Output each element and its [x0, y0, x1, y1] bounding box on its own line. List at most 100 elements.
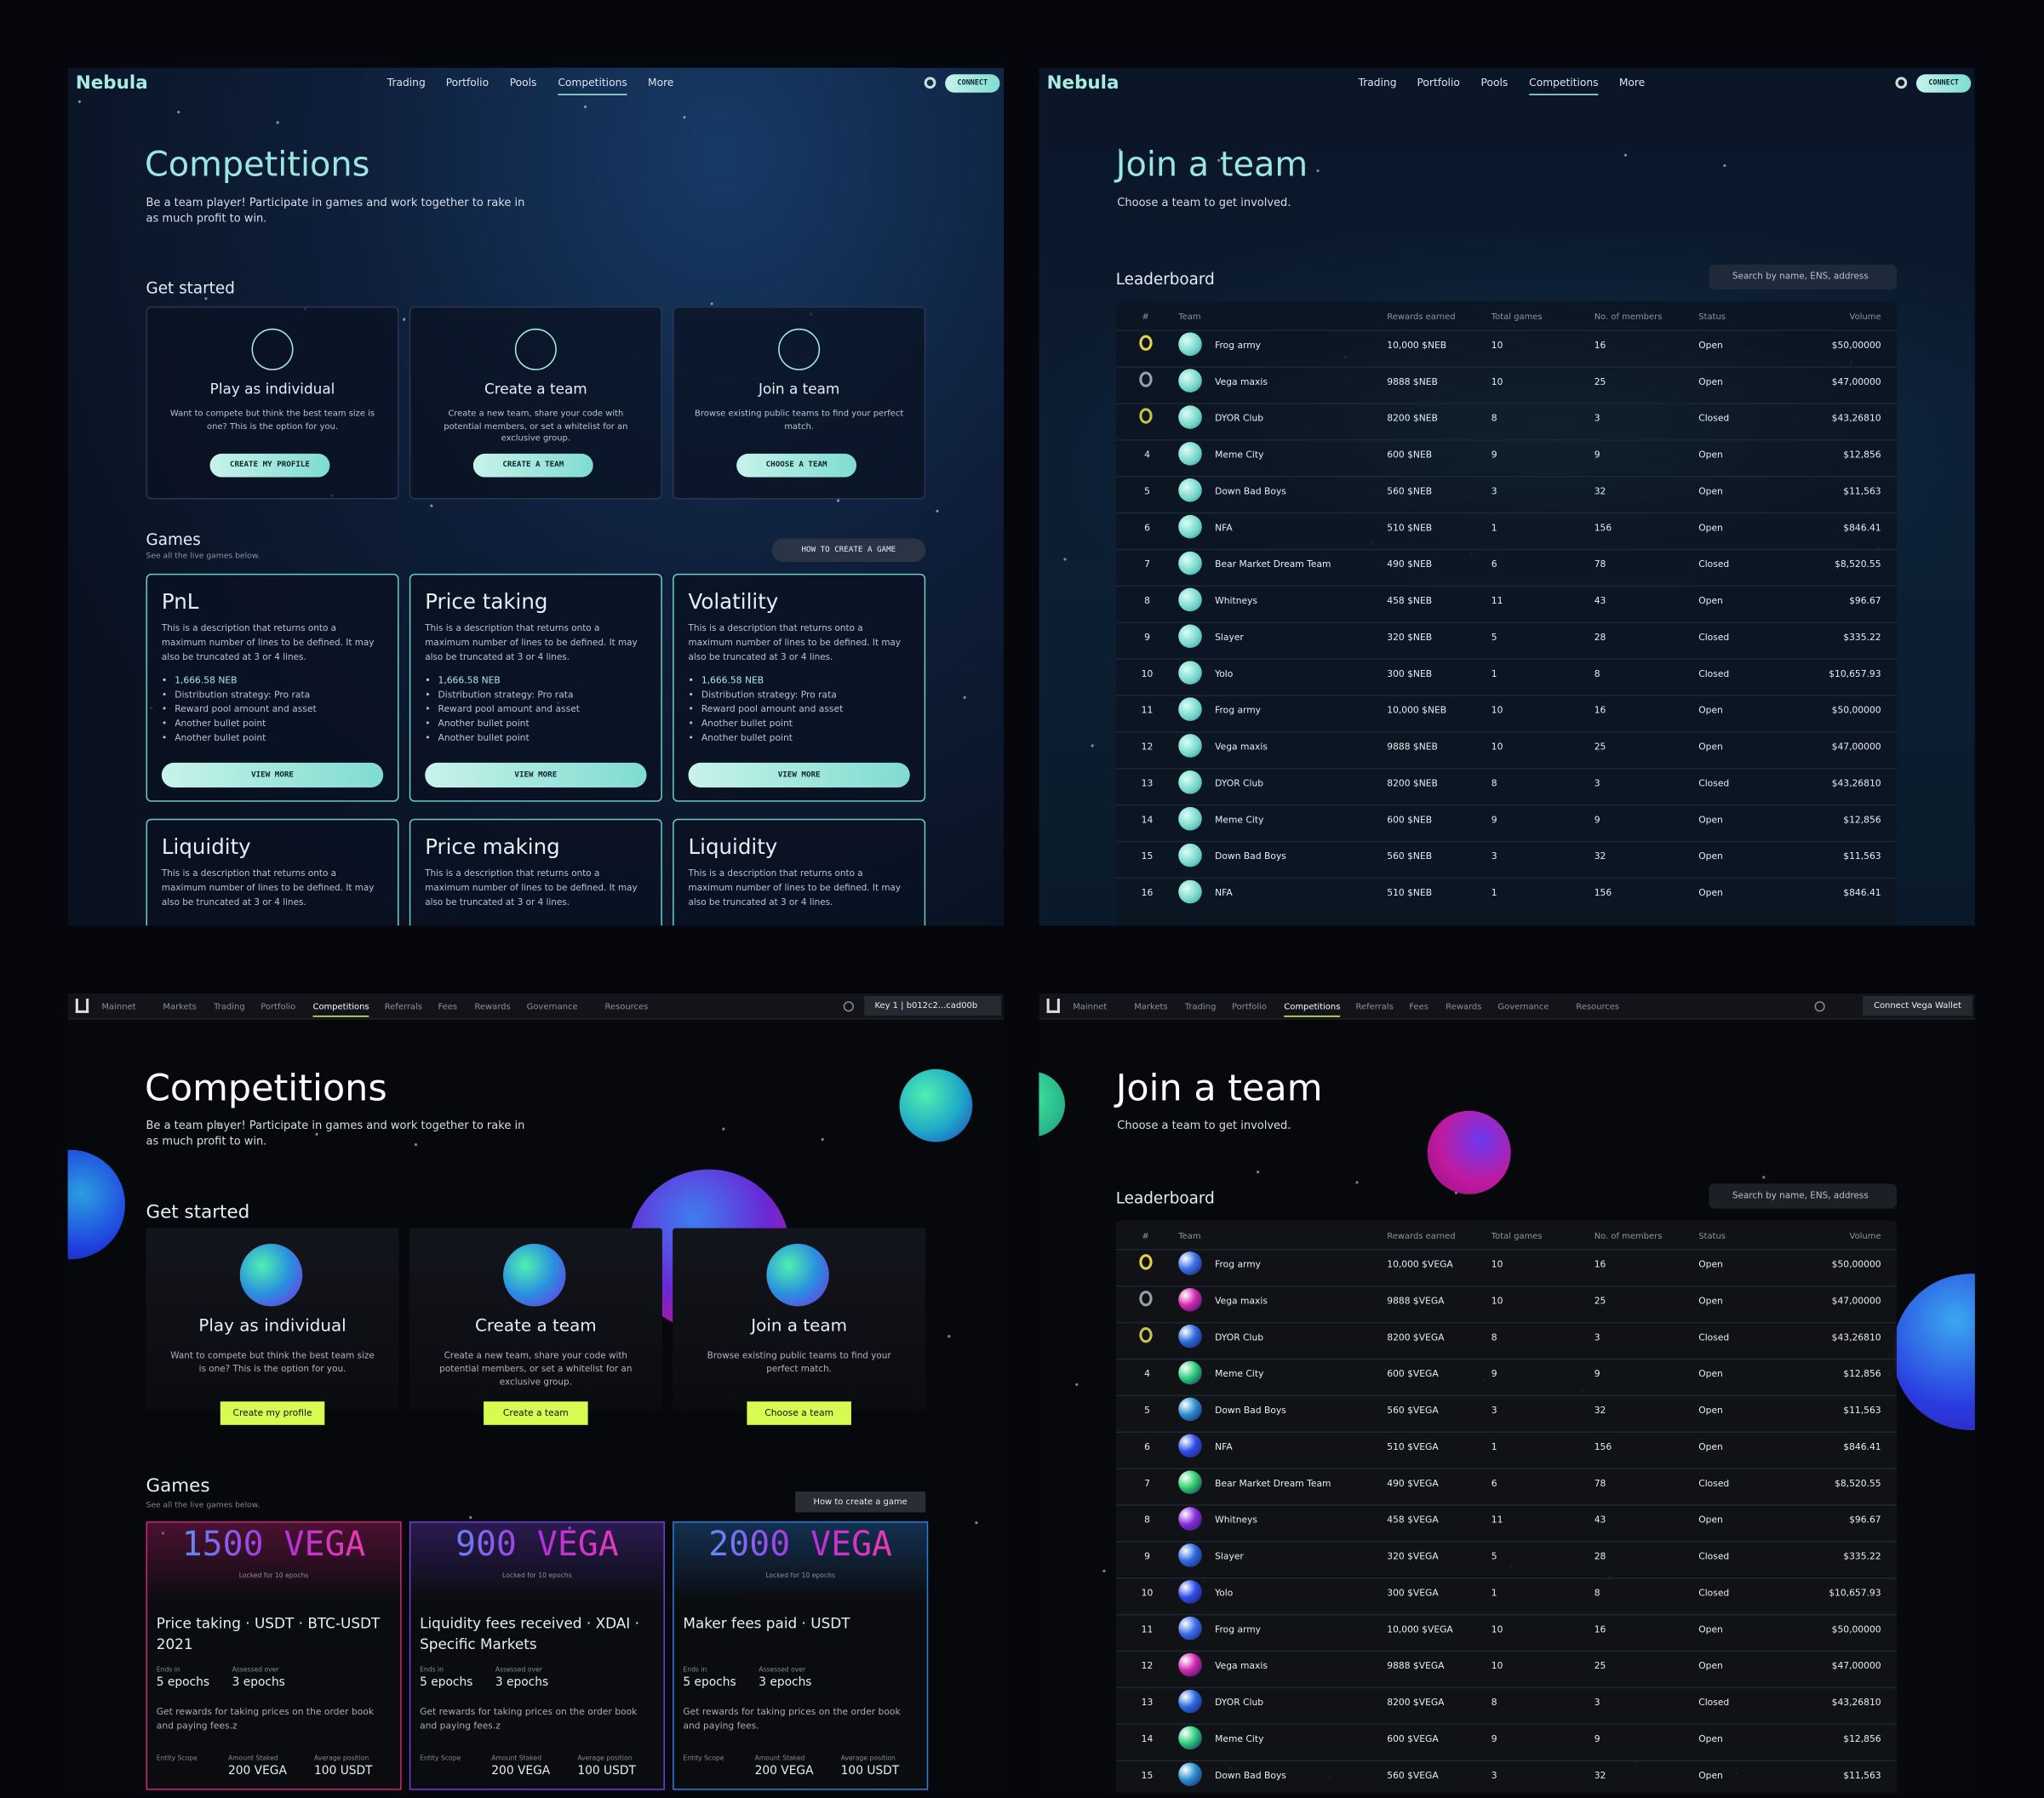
- table-cell: 1: [1491, 1441, 1497, 1452]
- table-cell: 25: [1594, 1296, 1606, 1307]
- nav-item[interactable]: Competitions: [312, 1001, 369, 1017]
- team-avatar: [1178, 806, 1202, 831]
- brand[interactable]: Nebula: [1046, 72, 1119, 94]
- table-cell: Open: [1698, 1661, 1723, 1672]
- nav-item[interactable]: Competitions: [558, 77, 627, 95]
- nav-item[interactable]: Markets: [1134, 1001, 1168, 1012]
- card-button[interactable]: CREATE MY PROFILE: [209, 453, 330, 478]
- table-cell: 1: [1491, 668, 1497, 679]
- table-cell: 6: [1491, 558, 1497, 570]
- nav-item[interactable]: Rewards: [474, 1001, 511, 1012]
- card-icon: [778, 328, 821, 370]
- nav-item[interactable]: Trading: [214, 1001, 245, 1012]
- nav-item[interactable]: Trading: [1358, 77, 1397, 89]
- settings-icon[interactable]: [924, 77, 936, 89]
- nav-item[interactable]: Portfolio: [1417, 77, 1460, 89]
- nav-item[interactable]: Pools: [1480, 77, 1509, 89]
- card-button[interactable]: CHOOSE A TEAM: [736, 453, 857, 478]
- game-text: This is a description that returns onto …: [161, 868, 375, 908]
- nav-item[interactable]: Portfolio: [445, 77, 490, 89]
- settings-icon[interactable]: [1895, 77, 1908, 89]
- card-button[interactable]: Choose a team: [747, 1401, 851, 1425]
- rank-medal: [1139, 1291, 1153, 1307]
- table-cell: 3: [1594, 778, 1600, 789]
- game-card: 2000 VEGA Locked for 10 epochs Maker fees …: [673, 1521, 929, 1790]
- nav-item[interactable]: More: [1618, 77, 1646, 89]
- settings-icon[interactable]: [843, 1001, 854, 1012]
- nav-item[interactable]: Mainnet: [1073, 1001, 1108, 1012]
- nav-item[interactable]: Markets: [163, 1001, 197, 1012]
- brand[interactable]: Nebula: [75, 72, 148, 94]
- nav-item[interactable]: Fees: [438, 1001, 458, 1012]
- card-text: Create a new team, share your code with …: [439, 1350, 633, 1388]
- game-card: Volatility This is a description that ret…: [673, 573, 926, 802]
- nav-item[interactable]: Referrals: [384, 1001, 423, 1012]
- assessed-value: 3 epochs: [495, 1676, 549, 1690]
- locked-label: Locked for 10 epochs: [765, 1572, 836, 1581]
- table-cell: 8: [1491, 413, 1497, 424]
- bullet-point: •: [688, 690, 694, 701]
- view-more-button[interactable]: VIEW MORE: [161, 762, 384, 787]
- key-selector[interactable]: Key 1 | b012c2...cad00b: [864, 995, 1001, 1016]
- nav-item[interactable]: Governance: [526, 1001, 578, 1012]
- volume-cell: $43,26810: [1831, 778, 1881, 789]
- nav-item[interactable]: Pools: [509, 77, 537, 89]
- nav-item[interactable]: Portfolio: [261, 1001, 296, 1012]
- table-row: [1115, 1358, 1897, 1395]
- star: [276, 121, 278, 123]
- table-cell: Open: [1698, 1624, 1723, 1635]
- card-button[interactable]: Create my profile: [220, 1401, 325, 1425]
- connect-button[interactable]: Connect Vega Wallet: [1863, 995, 1972, 1016]
- game-bullet: Distribution strategy: Pro rata: [175, 690, 311, 701]
- rank: 15: [1141, 851, 1154, 862]
- card-button[interactable]: CREATE A TEAM: [472, 453, 593, 478]
- nav-item[interactable]: Fees: [1409, 1001, 1429, 1012]
- view-more-button[interactable]: VIEW MORE: [425, 762, 647, 787]
- nav-item[interactable]: Governance: [1497, 1001, 1549, 1012]
- star: [1075, 1383, 1078, 1386]
- bullet-point: •: [425, 675, 431, 686]
- game-card: Liquidity This is a description that retu…: [673, 818, 926, 926]
- table-row: [1115, 1321, 1897, 1359]
- nav-item[interactable]: Trading: [1184, 1001, 1217, 1012]
- view-more-button[interactable]: VIEW MORE: [688, 762, 910, 787]
- game-bullet: 1,666.58 NEB: [438, 675, 501, 686]
- connect-button[interactable]: CONNECT: [945, 74, 1000, 93]
- ends-value: 5 epochs: [683, 1676, 736, 1690]
- nav-item[interactable]: Rewards: [1446, 1001, 1482, 1012]
- table-cell: 9: [1594, 450, 1600, 461]
- connect-button[interactable]: CONNECT: [1915, 74, 1972, 93]
- table-cell: Open: [1698, 1368, 1723, 1380]
- table-cell: Open: [1698, 486, 1723, 497]
- option-card: Create a team Create a new team, share yo…: [409, 1228, 662, 1425]
- bullet-point: •: [161, 718, 168, 730]
- nav-item[interactable]: More: [648, 77, 674, 89]
- search-input[interactable]: Search by name, ENS, address: [1709, 264, 1897, 289]
- nav-item[interactable]: Referrals: [1355, 1001, 1394, 1012]
- rank: 11: [1141, 1624, 1154, 1635]
- game-bullet: Reward pool amount and asset: [175, 703, 317, 715]
- reward-amount: 900 VEGA: [410, 1526, 663, 1565]
- team-avatar: [1178, 843, 1202, 868]
- table-cell: 32: [1594, 1405, 1606, 1417]
- column-header: Status: [1698, 312, 1726, 323]
- game-title: Liquidity: [688, 834, 778, 860]
- table-row: [1115, 658, 1897, 695]
- nav-item[interactable]: Competitions: [1284, 1001, 1341, 1017]
- search-input[interactable]: Search by name, ENS, address: [1709, 1183, 1897, 1209]
- game-bullet: Another bullet point: [701, 718, 793, 730]
- table-cell: Open: [1698, 1770, 1723, 1781]
- how-to-button[interactable]: How to create a game: [795, 1491, 926, 1513]
- nav-item[interactable]: Portfolio: [1232, 1001, 1267, 1012]
- nav-item[interactable]: Mainnet: [101, 1001, 136, 1012]
- nav-item[interactable]: Resources: [1576, 1001, 1620, 1012]
- settings-icon[interactable]: [1814, 1001, 1825, 1012]
- game-bullet: Another bullet point: [438, 732, 530, 743]
- table-cell: 32: [1594, 1770, 1606, 1781]
- nav-item[interactable]: Trading: [386, 77, 426, 89]
- card-button[interactable]: Create a team: [484, 1401, 588, 1425]
- nav-item[interactable]: Competitions: [1529, 77, 1599, 95]
- table-cell: Open: [1698, 887, 1723, 899]
- nav-item[interactable]: Resources: [604, 1001, 649, 1012]
- how-to-button[interactable]: HOW TO CREATE A GAME: [771, 538, 926, 563]
